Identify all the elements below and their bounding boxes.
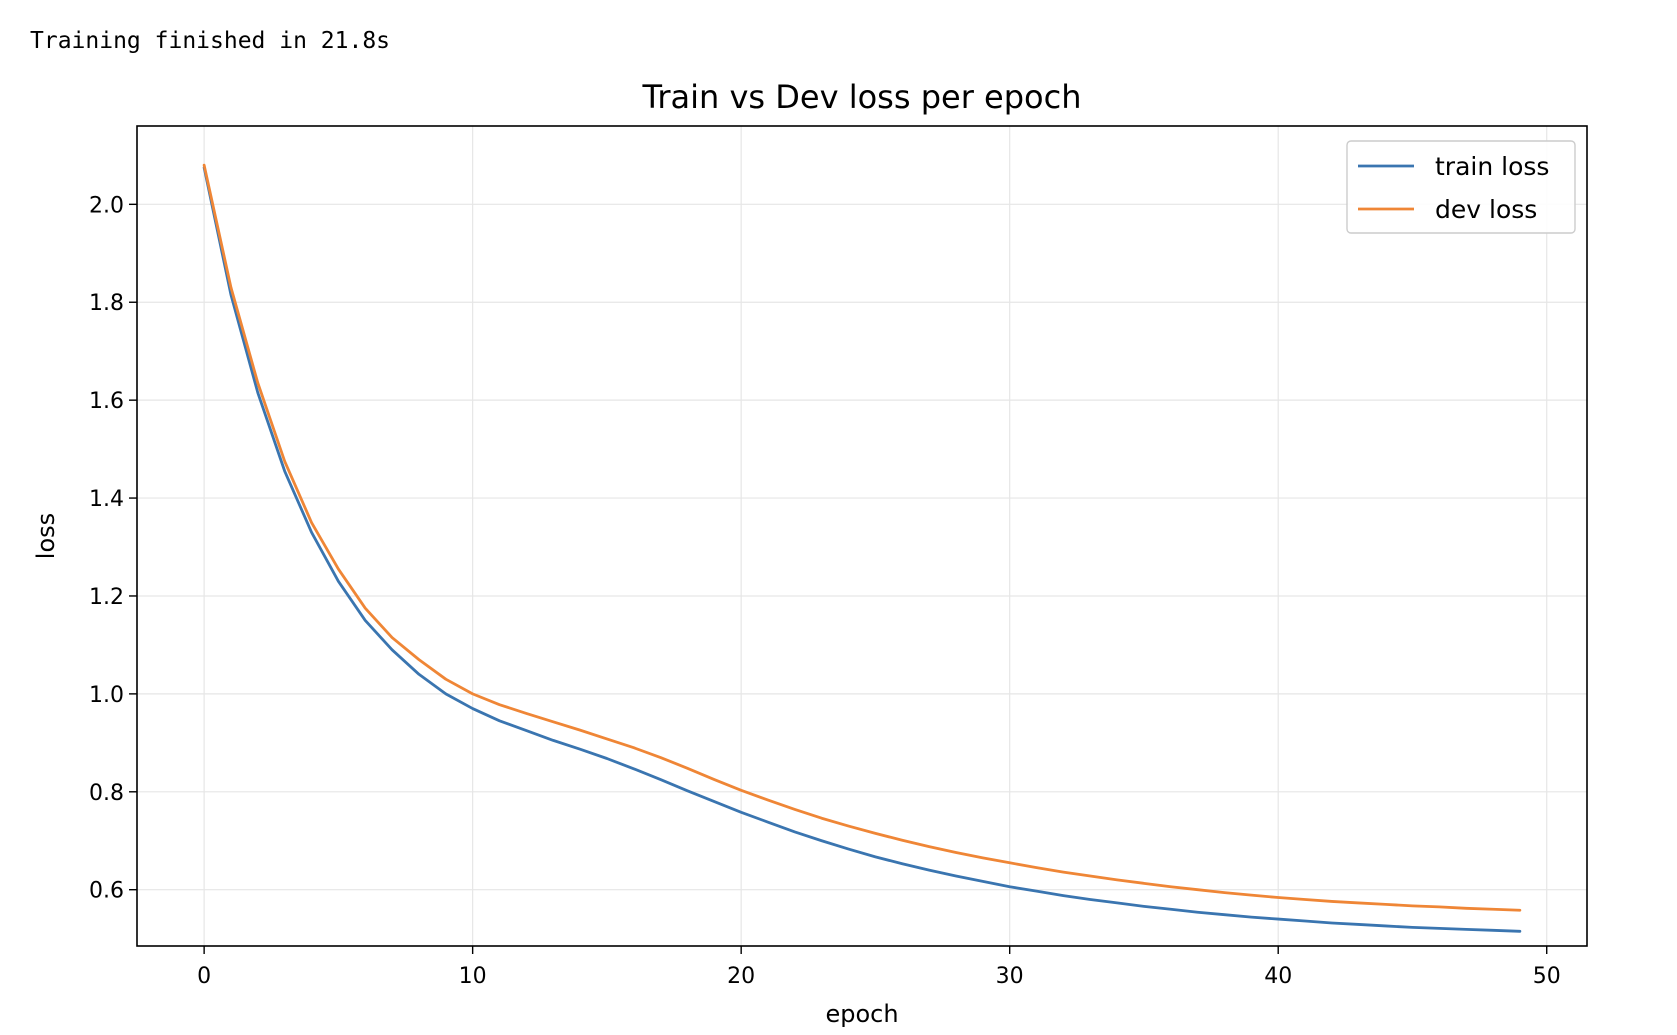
y-tick-label: 1.6	[89, 389, 124, 414]
x-tick-label: 20	[727, 964, 755, 989]
plot-frame	[136, 125, 1588, 947]
train-loss-series-line	[202, 166, 1522, 933]
training-status-text: Training finished in 21.8s	[30, 28, 391, 54]
x-axis-label: epoch	[825, 1000, 898, 1028]
legend: train loss dev loss	[1346, 140, 1576, 234]
y-axis-label: loss	[32, 513, 60, 559]
chart-title: Train vs Dev loss per epoch	[642, 78, 1082, 116]
y-tick-label: 0.6	[89, 879, 124, 904]
series-lines	[202, 163, 1522, 933]
y-tick-label: 2.0	[89, 193, 124, 218]
y-tick-label: 1.0	[89, 683, 124, 708]
x-tick-label: 10	[459, 964, 487, 989]
y-tick-label: 1.2	[89, 585, 124, 610]
grid-lines	[137, 126, 1587, 946]
x-tick-label: 30	[996, 964, 1024, 989]
y-tick-label: 1.8	[89, 291, 124, 316]
y-tick-label: 0.8	[89, 781, 124, 806]
y-tick-label: 1.4	[89, 487, 124, 512]
axis-ticks: 0 10 20 30 40 50 0.6 0.8 1.0 1.2 1.4 1.6 1.8 2.0	[89, 193, 1561, 989]
x-tick-label: 0	[197, 964, 211, 989]
legend-label-dev-loss: dev loss	[1435, 195, 1537, 224]
legend-label-train-loss: train loss	[1435, 152, 1549, 181]
dev-loss-series-line	[202, 163, 1522, 912]
x-tick-label: 50	[1533, 964, 1561, 989]
x-tick-label: 40	[1264, 964, 1292, 989]
